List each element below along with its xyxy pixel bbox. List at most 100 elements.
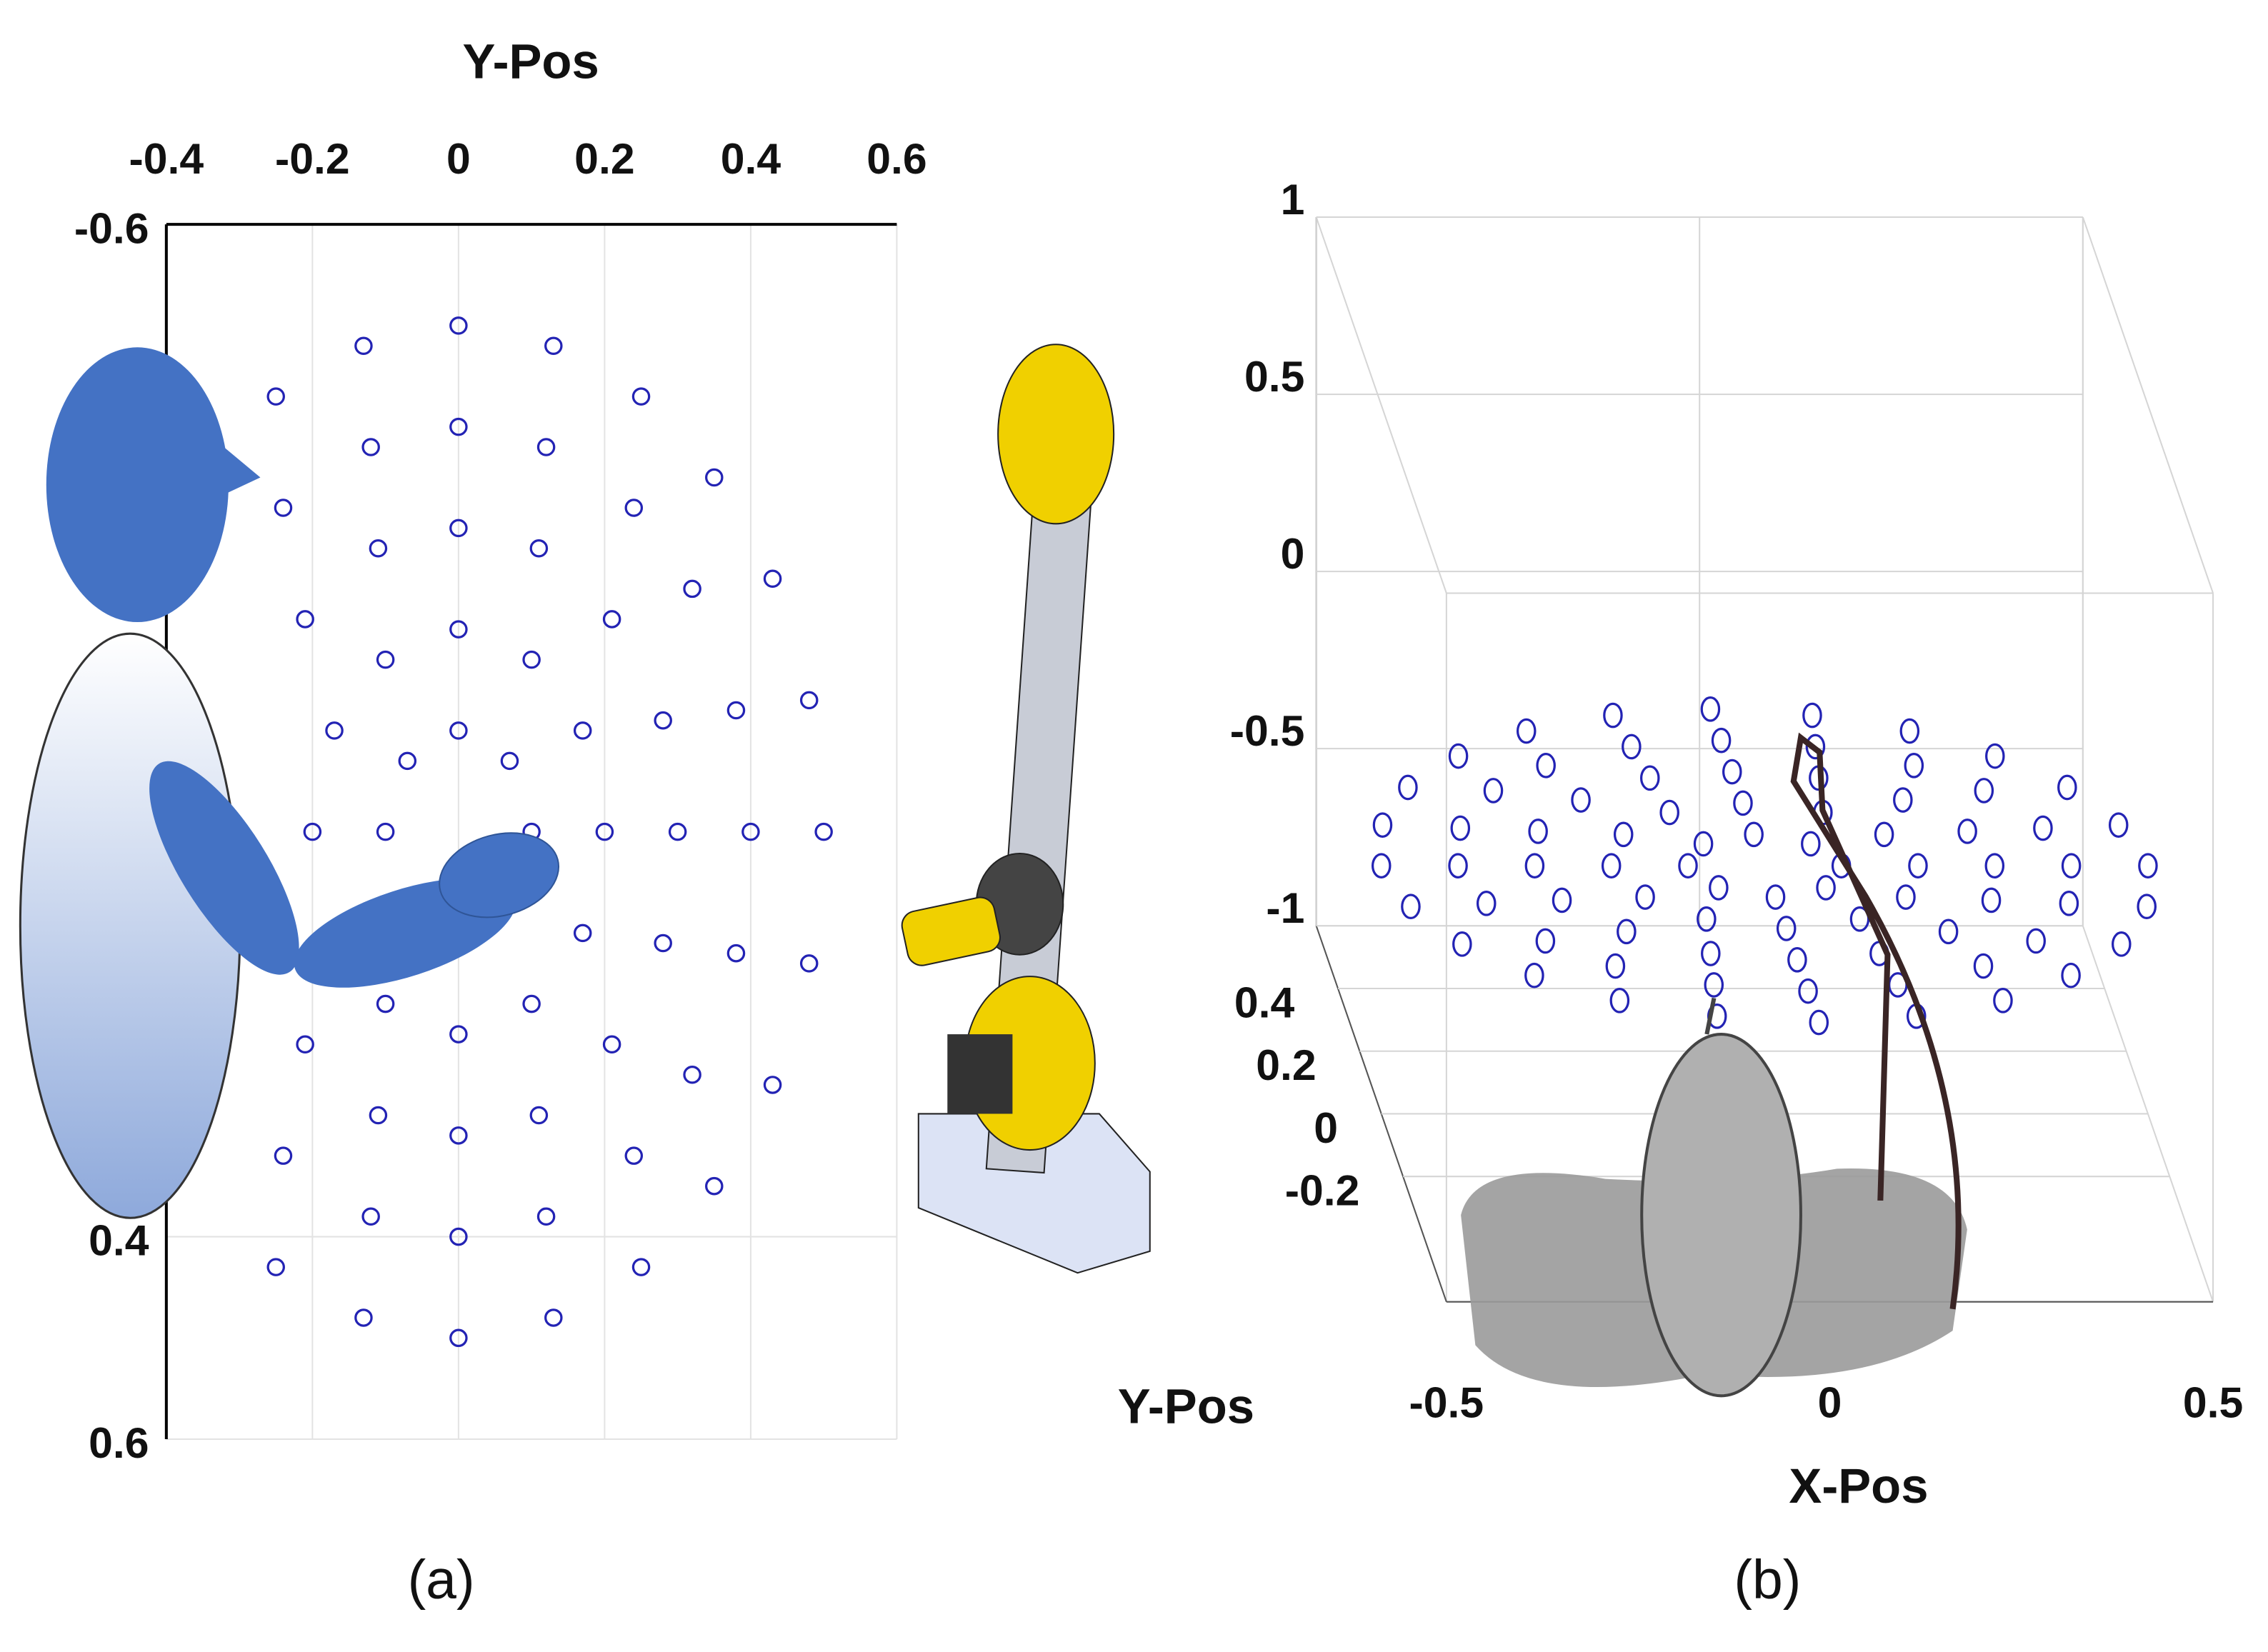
data-point <box>1701 941 1721 966</box>
data-point <box>1709 875 1729 901</box>
z-tick-label: -1 <box>1266 883 1304 932</box>
person-upper-arm <box>149 761 299 975</box>
data-point <box>726 701 746 720</box>
z-tick-label: 0.5 <box>1244 352 1304 401</box>
data-point <box>1899 718 1920 744</box>
data-point <box>325 721 344 740</box>
data-point <box>1938 918 1959 945</box>
data-point <box>705 468 724 487</box>
data-point <box>683 1066 701 1084</box>
data-point <box>1896 884 1916 910</box>
data-point <box>1809 1009 1829 1036</box>
x-tick-label: -0.5 <box>1409 1378 1484 1427</box>
data-point <box>449 316 468 335</box>
data-point <box>266 387 286 406</box>
data-point <box>361 1207 380 1226</box>
data-point <box>449 721 468 740</box>
data-point <box>1571 787 1591 813</box>
data-point <box>376 822 395 841</box>
data-point <box>573 721 592 740</box>
data-point <box>1603 702 1623 729</box>
data-point <box>274 1146 293 1165</box>
data-point <box>668 822 687 841</box>
data-point <box>1372 812 1393 838</box>
data-point <box>1609 988 1630 1013</box>
data-point <box>1528 819 1548 844</box>
y-tick-label: 0.2 <box>1256 1041 1316 1089</box>
x-tick-label: 0 <box>1818 1378 1842 1427</box>
data-point <box>1622 734 1642 760</box>
data-point <box>1801 831 1821 857</box>
y-tick-label: 0.4 <box>1234 978 1295 1026</box>
data-point <box>1659 799 1679 826</box>
z-tick-label: -0.5 <box>1230 706 1305 755</box>
data-point <box>624 499 644 517</box>
data-point <box>1516 718 1537 744</box>
data-point <box>726 943 746 963</box>
z-tick-label: 1 <box>1281 175 1305 224</box>
person-nose <box>1704 997 1717 1035</box>
data-point <box>1904 752 1924 779</box>
person-hand <box>439 832 560 918</box>
data-point <box>654 711 672 730</box>
data-point <box>296 1035 314 1054</box>
data-point <box>1874 821 1894 848</box>
person-body <box>19 632 241 1219</box>
data-point <box>1401 893 1421 920</box>
data-point <box>361 438 380 456</box>
data-point <box>1765 884 1786 910</box>
data-point <box>741 822 760 841</box>
data-point <box>799 954 819 973</box>
data-point <box>1476 891 1497 916</box>
panel-a-axes: -0.4 -0.2 0 0.2 0.4 0.6 -0.6 0.4 0.6 Y-Pos (a) <box>74 34 927 1611</box>
data-point <box>1974 778 1994 804</box>
data-point <box>449 1227 468 1246</box>
data-point <box>2061 962 2081 988</box>
data-point <box>1908 853 1928 879</box>
data-point <box>1700 696 1721 722</box>
data-point <box>595 822 614 841</box>
data-point <box>303 822 322 841</box>
y-axis-title: Y-Pos <box>1118 1379 1254 1434</box>
robot-illustration <box>901 344 1151 1274</box>
y-tick-label: 0.4 <box>89 1216 149 1265</box>
panel-a-points <box>266 316 833 1348</box>
data-point <box>683 579 701 599</box>
data-point <box>2137 893 2157 920</box>
data-point <box>2057 774 2077 801</box>
data-point <box>449 417 468 436</box>
data-point <box>799 691 819 710</box>
data-point <box>354 1308 373 1327</box>
data-point <box>1984 853 2005 879</box>
data-point <box>354 336 373 355</box>
data-point <box>274 499 293 517</box>
data-point <box>1711 727 1732 754</box>
data-point <box>1776 916 1797 941</box>
data-point <box>1973 953 1994 979</box>
data-point <box>1816 875 1836 901</box>
data-point <box>1993 988 2013 1013</box>
y-tick-label: 0 <box>1314 1103 1338 1152</box>
data-point <box>763 569 782 589</box>
data-point <box>500 751 519 771</box>
data-point <box>1613 821 1634 848</box>
data-point <box>376 994 395 1013</box>
data-point <box>522 650 541 669</box>
data-point <box>814 822 833 841</box>
data-point <box>1398 774 1418 801</box>
data-point <box>1524 853 1545 879</box>
data-point <box>529 1106 549 1125</box>
panel-caption: (b) <box>1734 1549 1801 1611</box>
data-point <box>1535 928 1556 954</box>
data-point <box>1601 853 1622 879</box>
data-point <box>1722 759 1742 785</box>
data-point <box>1798 978 1818 1004</box>
data-point <box>536 1207 556 1226</box>
data-point <box>1536 752 1556 779</box>
data-point <box>1640 765 1660 791</box>
data-point <box>449 1126 468 1145</box>
data-point <box>602 610 621 629</box>
robot-pulley-top <box>997 344 1115 525</box>
